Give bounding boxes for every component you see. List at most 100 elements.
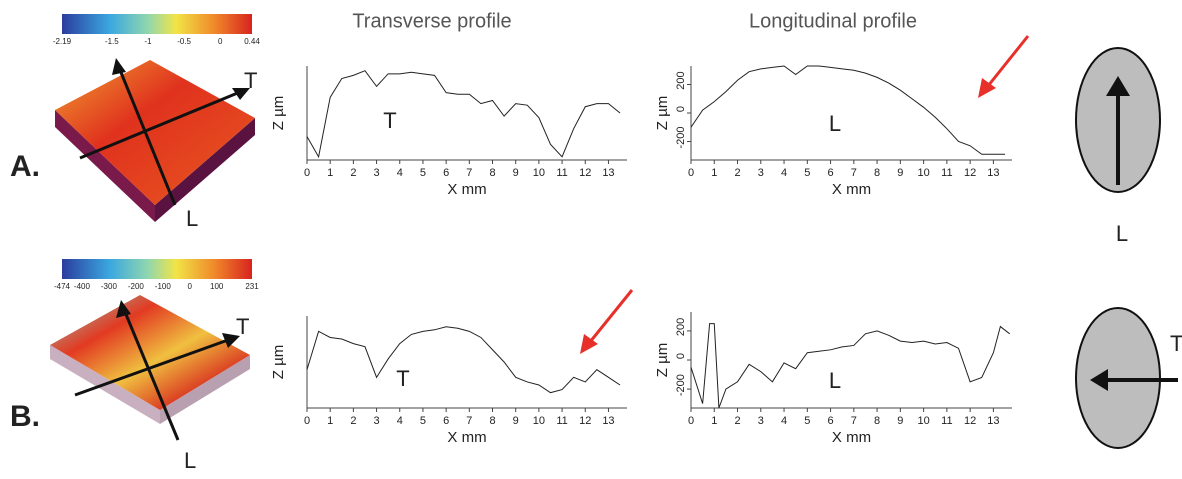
x-tick-label: 9	[897, 415, 903, 427]
x-tick-label: 9	[513, 415, 519, 427]
y-tick-label: -200	[675, 374, 687, 396]
colorbar-tick-label: -1	[144, 37, 152, 46]
y-axis-label: Z µm	[654, 343, 671, 377]
y-axis-label: Z µm	[654, 96, 671, 130]
x-tick-label: 3	[758, 167, 764, 179]
colorbar-tick-label: 0	[218, 37, 223, 46]
axis-letter: L	[184, 448, 196, 473]
x-tick-label: 8	[489, 167, 495, 179]
profile-line	[690, 65, 1006, 155]
x-tick-label: 6	[443, 415, 449, 427]
y-tick-label: -200	[675, 126, 687, 148]
x-tick-label: 1	[327, 415, 333, 427]
x-tick-label: 10	[533, 415, 545, 427]
axis-arrow	[74, 338, 229, 397]
x-tick-label: 10	[917, 167, 929, 179]
x-tick-label: 1	[711, 167, 717, 179]
inner-label: T	[396, 366, 409, 391]
axis-arrow	[123, 311, 180, 441]
x-tick-label: 11	[556, 415, 567, 427]
x-tick-label: 2	[350, 167, 356, 179]
axis-letter: T	[236, 314, 249, 339]
x-tick-label: 1	[711, 415, 717, 427]
x-tick-label: 11	[941, 167, 952, 179]
x-tick-label: 13	[987, 415, 999, 427]
colorbar-tick-label: 231	[245, 282, 259, 291]
profile-line	[306, 70, 621, 159]
y-tick-label: 200	[675, 318, 687, 336]
inner-label: T	[383, 108, 396, 133]
x-axis-label: X mm	[832, 429, 871, 446]
x-tick-label: 13	[602, 167, 614, 179]
colorbar-tick-label: -0.5	[177, 37, 191, 46]
arrowhead	[580, 334, 598, 354]
profile-line	[306, 326, 621, 394]
x-tick-label: 7	[466, 415, 472, 427]
x-tick-label: 0	[688, 167, 694, 179]
colorbar-tick-label: -400	[74, 282, 91, 291]
arrowhead	[978, 78, 996, 98]
axis-arrow	[118, 69, 177, 206]
x-tick-label: 0	[688, 415, 694, 427]
x-tick-label: 4	[397, 167, 403, 179]
x-tick-label: 12	[579, 167, 591, 179]
x-tick-label: 5	[420, 167, 426, 179]
y-tick-label: 0	[675, 353, 687, 359]
x-tick-label: 9	[513, 167, 519, 179]
panel-label: A.	[10, 150, 40, 183]
x-tick-label: 1	[327, 167, 333, 179]
colorbar-tick-label: 100	[210, 282, 224, 291]
x-tick-label: 10	[917, 415, 929, 427]
colorbar	[62, 259, 252, 279]
inner-label: L	[829, 111, 841, 136]
x-tick-label: 13	[602, 415, 614, 427]
axis-letter: T	[244, 68, 257, 93]
x-tick-label: 8	[874, 167, 880, 179]
colorbar	[62, 14, 252, 34]
x-tick-label: 12	[964, 167, 976, 179]
x-tick-label: 7	[466, 167, 472, 179]
colorbar-tick-label: 0.44	[244, 37, 260, 46]
header: Longitudinal profile	[749, 10, 917, 32]
surface	[55, 60, 255, 205]
surface	[50, 295, 250, 410]
x-tick-label: 6	[828, 415, 834, 427]
x-tick-label: 9	[897, 167, 903, 179]
x-tick-label: 2	[350, 415, 356, 427]
y-axis-label: Z µm	[270, 96, 287, 130]
profile-line	[690, 323, 1010, 409]
x-tick-label: 11	[941, 415, 952, 427]
x-tick-label: 7	[851, 415, 857, 427]
x-tick-label: 12	[579, 415, 591, 427]
x-tick-label: 13	[987, 167, 999, 179]
x-tick-label: 3	[758, 415, 764, 427]
x-tick-label: 8	[489, 415, 495, 427]
inner-label: L	[829, 368, 841, 393]
x-axis-label: X mm	[832, 181, 871, 198]
x-tick-label: 4	[781, 415, 787, 427]
x-tick-label: 3	[374, 415, 380, 427]
x-tick-label: 6	[443, 167, 449, 179]
x-tick-label: 6	[828, 167, 834, 179]
ellipse-label: T	[1170, 331, 1182, 356]
x-tick-label: 10	[533, 167, 545, 179]
x-tick-label: 0	[304, 167, 310, 179]
x-tick-label: 8	[874, 415, 880, 427]
x-tick-label: 3	[374, 167, 380, 179]
x-tick-label: 12	[964, 415, 976, 427]
colorbar-tick-label: -474	[54, 282, 71, 291]
arrowhead	[1106, 76, 1130, 96]
axis-arrow	[79, 90, 241, 160]
colorbar-tick-label: -1.5	[105, 37, 119, 46]
header: Transverse profile	[352, 10, 511, 32]
x-tick-label: 5	[804, 167, 810, 179]
arrowhead	[1090, 369, 1108, 391]
arrowhead	[232, 88, 250, 100]
y-axis-label: Z µm	[270, 345, 287, 379]
surface-side	[160, 355, 250, 424]
x-tick-label: 5	[804, 415, 810, 427]
x-tick-label: 5	[420, 415, 426, 427]
x-tick-label: 2	[734, 415, 740, 427]
x-tick-label: 4	[397, 415, 403, 427]
y-tick-label: 200	[675, 71, 687, 89]
